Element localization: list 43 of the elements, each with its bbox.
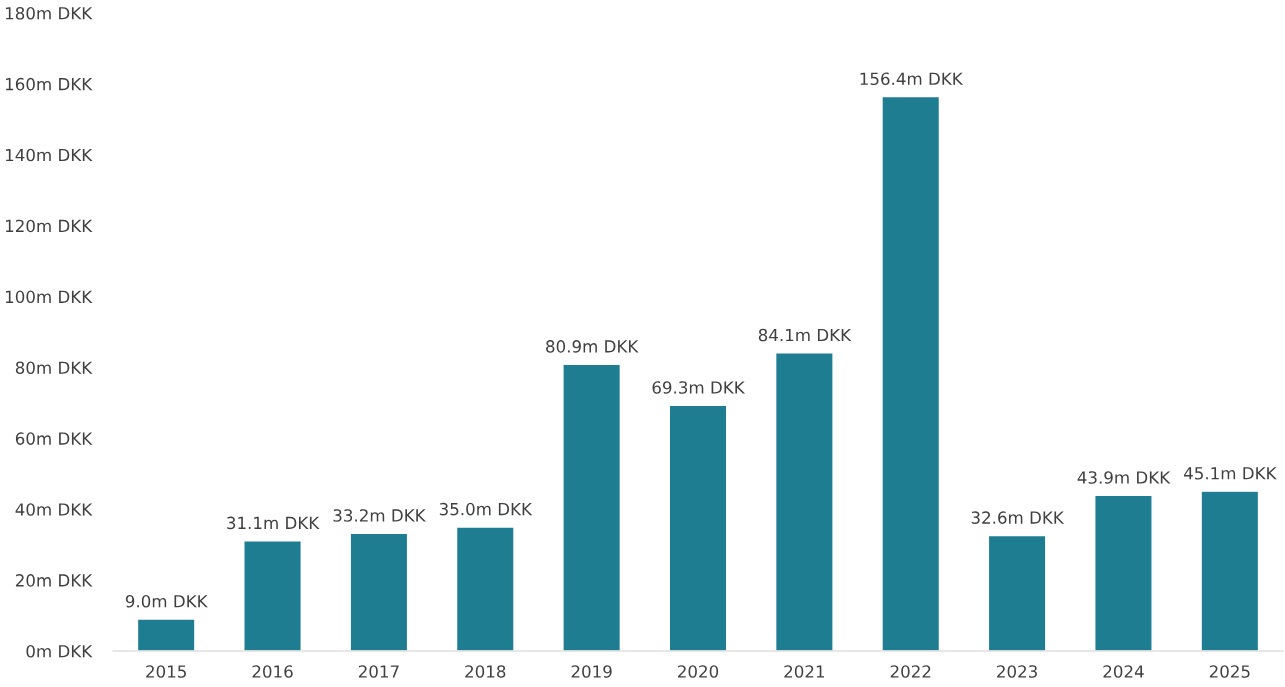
data-label: 32.6m DKK	[971, 511, 1065, 524]
data-label: 156.4m DKK	[860, 72, 964, 86]
y-tick-label: 0m DKK	[26, 644, 93, 658]
bar	[1200, 490, 1260, 651]
x-tick-label: 2019	[571, 665, 612, 678]
y-tick-label: 180m DKK	[5, 6, 93, 20]
data-label: 69.3m DKK	[652, 381, 746, 394]
bar	[1094, 494, 1153, 651]
data-label: 80.9m DKK	[546, 340, 639, 353]
data-label: 33.2m DKK	[333, 509, 426, 522]
x-tick-label: 2016	[252, 665, 293, 678]
x-tick-label: 2018	[465, 665, 506, 678]
bar	[562, 363, 622, 651]
y-tick-label: 100m DKK	[5, 290, 93, 304]
y-tick-label: 160m DKK	[5, 77, 93, 91]
x-tick-label: 2017	[358, 665, 399, 678]
y-tick-label: 80m DKK	[15, 361, 93, 375]
x-tick-label: 2024	[1103, 665, 1144, 678]
bar	[987, 534, 1047, 651]
y-tick-label: 20m DKK	[15, 574, 93, 587]
y-tick-label: 140m DKK	[5, 148, 93, 162]
x-tick-label: 2021	[784, 665, 825, 678]
data-label: 45.1m DKK	[1183, 467, 1277, 480]
data-label: 43.9m DKK	[1077, 471, 1171, 484]
bar	[668, 404, 728, 651]
bar	[881, 95, 941, 651]
x-tick-label: 2020	[678, 665, 719, 678]
x-tick-label: 2025	[1209, 665, 1250, 678]
y-tick-label: 120m DKK	[5, 219, 93, 233]
bar	[243, 540, 302, 651]
bar	[455, 526, 515, 651]
data-label: 35.0m DKK	[439, 502, 533, 516]
data-label: 84.1m DKK	[758, 328, 852, 342]
x-tick-label: 2023	[997, 665, 1037, 678]
x-tick-label: 2015	[146, 665, 186, 678]
bar	[349, 532, 409, 651]
data-label: 31.1m DKK	[227, 516, 320, 530]
y-tick-label: 60m DKK	[15, 432, 93, 445]
data-label: 9.0m DKK	[125, 594, 208, 608]
bar	[136, 618, 196, 651]
bar	[774, 352, 834, 651]
x-tick-label: 2022	[890, 665, 931, 678]
y-tick-label: 40m DKK	[15, 503, 93, 516]
